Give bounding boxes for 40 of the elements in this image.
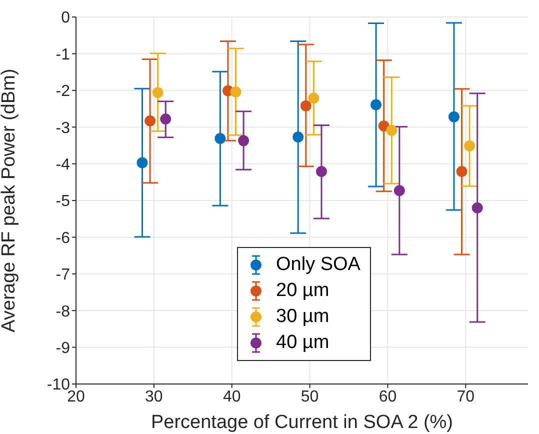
y-tick-label: 0	[61, 10, 70, 27]
point	[160, 114, 172, 125]
point	[136, 157, 148, 168]
y-axis-title: Average RF peak Power (dBm)	[0, 68, 20, 332]
x-tick-label: 20	[67, 388, 85, 406]
x-tick-label: 50	[300, 388, 319, 406]
point	[448, 111, 460, 122]
point	[214, 132, 226, 144]
point	[152, 87, 164, 98]
point	[300, 100, 312, 112]
y-tick-label: -1	[56, 46, 70, 64]
y-tick-label: -3	[56, 120, 70, 137]
y-tick-label: -7	[56, 266, 70, 284]
x-axis-title: Percentage of Current in SOA 2 (%)	[150, 412, 454, 433]
y-tick-label: -9	[56, 340, 70, 357]
legend-label: 40 µm	[276, 332, 330, 354]
point	[370, 99, 382, 110]
point	[292, 132, 304, 143]
x-tick-label: 70	[456, 388, 475, 406]
point	[230, 86, 242, 98]
x-tick-label: 30	[145, 388, 163, 406]
legend-label: 30 µm	[276, 306, 330, 328]
y-tick-label: -5	[56, 193, 70, 210]
x-tick-label: 40	[222, 388, 241, 406]
point	[386, 124, 398, 136]
point	[456, 166, 468, 178]
y-tick-label: -4	[56, 156, 70, 174]
y-tick-label: -6	[56, 230, 70, 247]
point	[238, 135, 250, 146]
point	[144, 115, 156, 126]
point	[472, 202, 483, 214]
x-tick-label: 60	[378, 388, 397, 406]
legend-label: Only SOA	[276, 254, 360, 276]
y-tick-label: -8	[56, 303, 70, 320]
legend-label: 20 µm	[276, 280, 330, 302]
point	[394, 185, 405, 196]
point	[464, 140, 476, 152]
point	[308, 92, 320, 104]
point	[316, 166, 327, 178]
y-tick-label: -2	[56, 83, 70, 100]
